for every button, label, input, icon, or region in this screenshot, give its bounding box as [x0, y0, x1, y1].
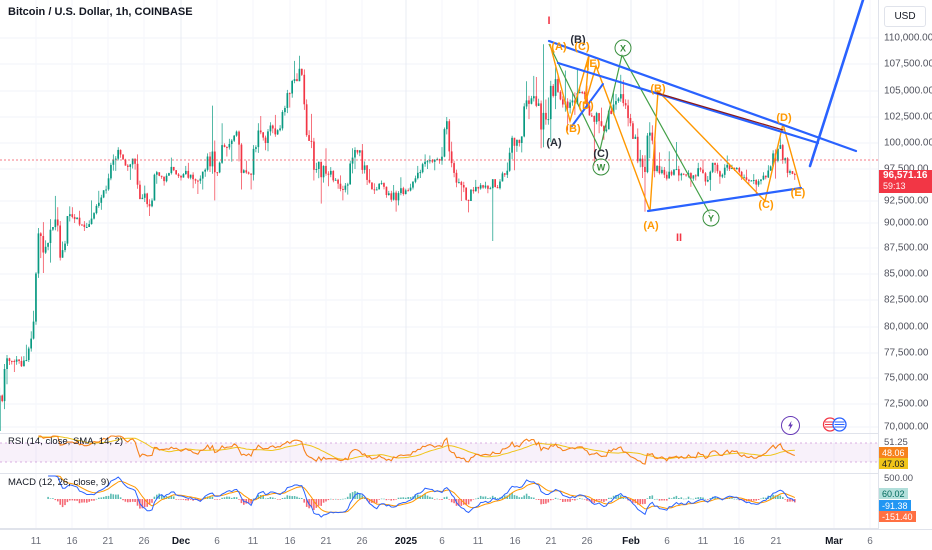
rsi-pane[interactable] — [0, 434, 878, 473]
wave-label-b[interactable]: (B) — [565, 123, 581, 135]
wave-label-e[interactable]: (E) — [585, 58, 601, 70]
wave-label-c[interactable]: (C) — [574, 41, 590, 53]
currency-label: USD — [884, 6, 926, 27]
macd-signal-value-badge: -151.40 — [879, 511, 916, 522]
price-scale-label: 105,000.00 — [884, 85, 932, 97]
wave-label-ii[interactable]: II — [675, 232, 683, 244]
time-scale-label: 21 — [320, 536, 332, 547]
time-scale-label: Feb — [622, 536, 640, 547]
wave-label-a[interactable]: (A) — [643, 220, 659, 232]
time-scale-label: 6 — [214, 536, 220, 547]
price-scale-label: 80,000.00 — [884, 321, 929, 333]
candles-canvas[interactable] — [0, 0, 878, 433]
wave-label-b[interactable]: (B) — [650, 83, 666, 95]
symbol-title[interactable]: Bitcoin / U.S. Dollar, 1h, COINBASE — [8, 6, 193, 18]
time-scale-label: 11 — [472, 536, 484, 547]
time-scale-label: Dec — [171, 536, 191, 547]
wave-label-i[interactable]: I — [547, 15, 551, 27]
wave-label-a[interactable]: (A) — [551, 41, 567, 53]
pane-separator[interactable] — [0, 473, 932, 474]
wave-label-a[interactable]: (A) — [546, 137, 562, 149]
pane-separator — [0, 528, 932, 529]
time-scale-label: Mar — [825, 536, 843, 547]
us-flags-icon[interactable] — [822, 416, 848, 433]
price-scale-label: 87,500.00 — [884, 242, 929, 254]
macd-axis-value: 500.00 — [884, 473, 914, 484]
price-scale-label: 97,500.00 — [884, 163, 929, 175]
wave-label-w[interactable]: W — [592, 158, 610, 176]
rsi-canvas[interactable] — [0, 434, 878, 473]
macd-legend[interactable]: MACD (12, 26, close, 9) — [8, 477, 110, 488]
time-scale-label: 21 — [545, 536, 557, 547]
wave-label-y[interactable]: Y — [702, 209, 720, 227]
price-axis[interactable]: USD — [878, 0, 932, 529]
wave-label-c[interactable]: (C) — [758, 199, 774, 211]
macd-canvas[interactable] — [0, 474, 878, 528]
time-scale-label: 11 — [30, 536, 42, 547]
time-axis[interactable] — [0, 529, 932, 550]
time-scale-label: 11 — [247, 536, 259, 547]
rsi-value-badge: 48.06 — [879, 447, 908, 458]
time-scale-label: 2025 — [394, 536, 418, 547]
time-scale-label: 6 — [664, 536, 670, 547]
time-scale-label: 26 — [581, 536, 593, 547]
macd-pane[interactable] — [0, 474, 878, 528]
time-scale-label: 21 — [770, 536, 782, 547]
lightning-icon[interactable] — [781, 416, 800, 435]
wave-label-b[interactable]: (B) — [570, 34, 586, 46]
time-scale-label: 16 — [284, 536, 296, 547]
price-scale-label: 75,000.00 — [884, 372, 929, 384]
rsi-legend[interactable]: RSI (14, close, SMA, 14, 2) — [8, 436, 124, 447]
time-scale-label: 21 — [102, 536, 114, 547]
wave-label-x[interactable]: X — [614, 39, 632, 57]
time-scale-label: 16 — [509, 536, 521, 547]
time-scale-label: 11 — [697, 536, 709, 547]
macd-hist-value-badge: 60.02 — [879, 488, 908, 499]
macd-line-value-badge: -91.38 — [879, 500, 911, 511]
rsi-axis-value: 51.25 — [884, 437, 908, 448]
wave-label-c[interactable]: (C) — [593, 148, 609, 160]
price-chart-pane[interactable]: I (B) (A) (C) X (E) (D) (B) (A) (C) W (B) (D) (E) (C)(… — [0, 0, 878, 433]
price-scale-label: 92,500.00 — [884, 195, 929, 207]
wave-label-d[interactable]: (D) — [776, 112, 792, 124]
last-price-badge: 96,571.16 59:13 — [879, 170, 932, 193]
time-scale-label: 16 — [66, 536, 78, 547]
last-price-value: 96,571.16 — [883, 170, 928, 181]
time-scale-label: 26 — [356, 536, 368, 547]
rsi-ma-value-badge: 47.03 — [879, 458, 908, 469]
price-scale-label: 82,500.00 — [884, 294, 929, 306]
drawings-layer[interactable]: I (B) (A) (C) X (E) (D) (B) (A) (C) W (B) (D) (E) (C)(… — [0, 0, 878, 433]
time-scale-label: 6 — [439, 536, 445, 547]
price-scale-label: 70,000.00 — [884, 421, 929, 433]
time-scale-label: 6 — [867, 536, 873, 547]
price-scale-label: 107,500.00 — [884, 58, 932, 70]
wave-label-e[interactable]: (E) — [790, 187, 806, 199]
price-scale-label: 77,500.00 — [884, 347, 929, 359]
time-scale-label: 26 — [138, 536, 150, 547]
price-scale-label: 100,000.00 — [884, 137, 932, 149]
bar-countdown: 59:13 — [883, 180, 906, 191]
time-scale-label: 16 — [733, 536, 745, 547]
price-scale-label: 85,000.00 — [884, 268, 929, 280]
pane-separator[interactable] — [0, 433, 932, 434]
price-scale-label: 72,500.00 — [884, 398, 929, 410]
wave-label-d[interactable]: (D) — [578, 100, 594, 112]
price-scale-label: 110,000.00 — [884, 32, 932, 44]
price-scale-label: 102,500.00 — [884, 111, 932, 123]
price-scale-label: 90,000.00 — [884, 217, 929, 229]
